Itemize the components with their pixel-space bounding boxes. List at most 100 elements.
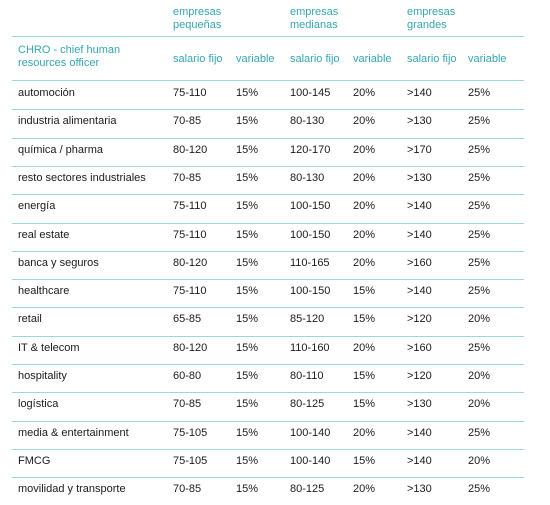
- variable-medium: 20%: [353, 171, 376, 184]
- table-row: logística 70-85 15% 80-125 15% >130 20%: [0, 392, 550, 420]
- fixed-salary-large: >140: [407, 228, 432, 241]
- variable-small: 15%: [236, 171, 259, 184]
- variable-large: 25%: [468, 143, 491, 156]
- variable-medium: 20%: [353, 483, 376, 496]
- variable-medium: 15%: [353, 313, 376, 326]
- sector-label: IT & telecom: [18, 341, 80, 354]
- fixed-salary-large: >140: [407, 200, 432, 213]
- row-divider: [12, 222, 524, 224]
- col-header-fixed-small: salario fijo: [173, 53, 223, 65]
- row-divider: [12, 165, 524, 167]
- variable-large: 25%: [468, 200, 491, 213]
- fixed-salary-large: >140: [407, 426, 432, 439]
- fixed-salary-large: >140: [407, 454, 432, 467]
- col-header-fixed-medium: salario fijo: [290, 53, 340, 65]
- row-divider: [12, 279, 524, 281]
- fixed-salary-small: 70-85: [173, 398, 202, 411]
- variable-medium: 15%: [353, 370, 376, 382]
- col-header-variable-medium: variable: [353, 53, 392, 65]
- table-row: media & entertainment 75-105 15% 100-140 20%…: [0, 421, 550, 449]
- fixed-salary-medium: 80-130: [290, 171, 325, 184]
- fixed-salary-small: 70-85: [173, 483, 202, 496]
- fixed-salary-large: >160: [407, 341, 432, 354]
- variable-small: 15%: [236, 115, 259, 128]
- row-divider: [12, 392, 524, 394]
- fixed-salary-large: >140: [407, 87, 432, 99]
- variable-large: 25%: [468, 115, 491, 128]
- fixed-salary-small: 80-120: [173, 341, 208, 354]
- variable-medium: 20%: [353, 256, 376, 269]
- fixed-salary-medium: 80-130: [290, 115, 325, 128]
- variable-small: 15%: [236, 143, 259, 156]
- sector-label: media & entertainment: [18, 426, 129, 439]
- variable-medium: 20%: [353, 426, 376, 439]
- variable-large: 25%: [468, 285, 491, 298]
- variable-medium: 15%: [353, 285, 376, 298]
- sector-label: química / pharma: [18, 143, 103, 156]
- fixed-salary-medium: 80-125: [290, 483, 325, 496]
- row-divider: [12, 335, 524, 337]
- variable-medium: 20%: [353, 115, 376, 128]
- fixed-salary-small: 75-110: [173, 200, 207, 213]
- fixed-salary-small: 75-110: [173, 87, 207, 99]
- table-row: banca y seguros 80-120 15% 110-165 20% >160 25…: [0, 251, 550, 279]
- table-row: IT & telecom 80-120 15% 110-160 20% >160 25%: [0, 336, 550, 364]
- divider: [12, 36, 524, 37]
- variable-large: 20%: [468, 454, 491, 467]
- sector-label: industria alimentaria: [18, 115, 117, 128]
- col-header-variable-large: variable: [468, 53, 507, 65]
- fixed-salary-large: >130: [407, 483, 432, 496]
- variable-medium: 20%: [353, 143, 376, 156]
- variable-small: 15%: [236, 426, 259, 439]
- variable-small: 15%: [236, 454, 259, 467]
- fixed-salary-small: 60-80: [173, 370, 202, 382]
- fixed-salary-medium: 100-150: [290, 200, 331, 213]
- table-row: FMCG 75-105 15% 100-140 15% >140 20%: [0, 449, 550, 477]
- fixed-salary-large: >130: [407, 398, 432, 411]
- fixed-salary-small: 70-85: [173, 171, 202, 184]
- group-header-large: empresas grandes: [407, 6, 456, 31]
- sector-label: energía: [18, 200, 56, 213]
- fixed-salary-medium: 100-145: [290, 87, 331, 99]
- fixed-salary-large: >120: [407, 313, 432, 326]
- variable-small: 15%: [236, 87, 259, 99]
- table-row: resto sectores industriales 70-85 15% 80-13…: [0, 166, 550, 194]
- col-header-fixed-large: salario fijo: [407, 53, 457, 65]
- fixed-salary-large: >140: [407, 285, 432, 298]
- fixed-salary-small: 75-110: [173, 228, 207, 241]
- variable-medium: 20%: [353, 341, 376, 354]
- table-row: healthcare 75-110 15% 100-150 15% >140 25%: [0, 279, 550, 307]
- fixed-salary-medium: 120-170: [290, 143, 331, 156]
- variable-large: 25%: [468, 87, 491, 99]
- fixed-salary-large: >130: [407, 115, 432, 128]
- table-row: industria alimentaria 70-85 15% 80-130 20% >1…: [0, 109, 550, 137]
- fixed-salary-large: >130: [407, 171, 432, 184]
- fixed-salary-medium: 80-110: [290, 370, 324, 382]
- variable-small: 15%: [236, 228, 259, 241]
- variable-large: 25%: [468, 483, 491, 496]
- fixed-salary-large: >170: [407, 143, 432, 156]
- fixed-salary-small: 70-85: [173, 115, 202, 128]
- fixed-salary-medium: 110-165: [290, 256, 330, 269]
- sector-label: retail: [18, 313, 42, 326]
- role-header: CHRO - chief human resources officer: [18, 44, 121, 69]
- row-divider: [12, 307, 524, 309]
- variable-small: 15%: [236, 483, 259, 496]
- table-row: química / pharma 80-120 15% 120-170 20% >170 2…: [0, 138, 550, 166]
- variable-large: 25%: [468, 228, 491, 241]
- variable-small: 15%: [236, 313, 259, 326]
- sector-label: real estate: [18, 228, 70, 241]
- divider: [12, 80, 524, 81]
- sector-label: movilidad y transporte: [18, 483, 126, 496]
- table-row: hospitality 60-80 15% 80-110 15% >120 20%: [0, 364, 550, 392]
- row-divider: [12, 420, 524, 422]
- table-row: energía 75-110 15% 100-150 20% >140 25%: [0, 194, 550, 222]
- sector-label: resto sectores industriales: [18, 171, 146, 184]
- sector-label: FMCG: [18, 454, 51, 467]
- variable-small: 15%: [236, 285, 259, 298]
- fixed-salary-small: 75-110: [173, 285, 207, 298]
- row-divider: [12, 448, 524, 450]
- fixed-salary-small: 65-85: [173, 313, 202, 326]
- variable-large: 20%: [468, 313, 491, 326]
- row-divider: [12, 194, 524, 196]
